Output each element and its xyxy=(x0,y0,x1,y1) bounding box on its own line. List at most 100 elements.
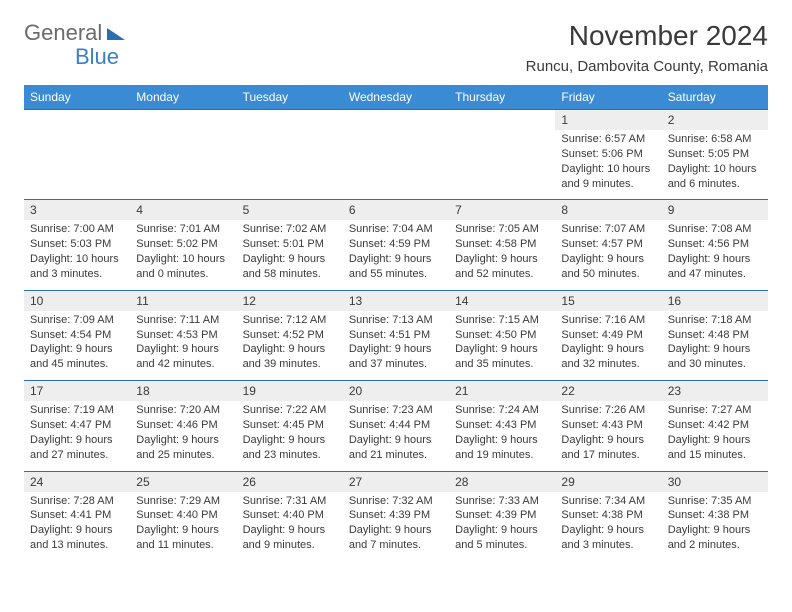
sunrise-text: Sunrise: 7:29 AM xyxy=(136,494,230,509)
day-number-cell: 4 xyxy=(130,200,236,221)
day-data-cell: Sunrise: 7:35 AMSunset: 4:38 PMDaylight:… xyxy=(662,492,768,561)
day-number-cell: 11 xyxy=(130,290,236,311)
sunrise-text: Sunrise: 6:58 AM xyxy=(668,132,762,147)
day-number-cell: 28 xyxy=(449,471,555,492)
sunrise-text: Sunrise: 7:05 AM xyxy=(455,222,549,237)
day-number-cell: 27 xyxy=(343,471,449,492)
day-data-cell: Sunrise: 7:20 AMSunset: 4:46 PMDaylight:… xyxy=(130,401,236,471)
daylight-text: Daylight: 9 hours and 55 minutes. xyxy=(349,252,443,282)
day-number-cell: 2 xyxy=(662,110,768,131)
day-number-cell: 6 xyxy=(343,200,449,221)
day-data-cell: Sunrise: 7:07 AMSunset: 4:57 PMDaylight:… xyxy=(555,220,661,290)
day-number-cell: 20 xyxy=(343,381,449,402)
day-data-cell: Sunrise: 7:09 AMSunset: 4:54 PMDaylight:… xyxy=(24,311,130,381)
sunset-text: Sunset: 4:43 PM xyxy=(455,418,549,433)
day-data-cell: Sunrise: 7:23 AMSunset: 4:44 PMDaylight:… xyxy=(343,401,449,471)
day-data-cell: Sunrise: 7:15 AMSunset: 4:50 PMDaylight:… xyxy=(449,311,555,381)
day-data-cell: Sunrise: 7:13 AMSunset: 4:51 PMDaylight:… xyxy=(343,311,449,381)
day-data-cell: Sunrise: 7:12 AMSunset: 4:52 PMDaylight:… xyxy=(237,311,343,381)
day-data-cell: Sunrise: 7:18 AMSunset: 4:48 PMDaylight:… xyxy=(662,311,768,381)
day-data-row: Sunrise: 7:09 AMSunset: 4:54 PMDaylight:… xyxy=(24,311,768,381)
sunset-text: Sunset: 4:45 PM xyxy=(243,418,337,433)
day-number-cell xyxy=(237,110,343,131)
sunset-text: Sunset: 4:48 PM xyxy=(668,328,762,343)
daylight-text: Daylight: 9 hours and 17 minutes. xyxy=(561,433,655,463)
sunset-text: Sunset: 4:49 PM xyxy=(561,328,655,343)
weekday-header: Friday xyxy=(555,85,661,110)
day-data-cell xyxy=(24,130,130,200)
daylight-text: Daylight: 10 hours and 6 minutes. xyxy=(668,162,762,192)
sunset-text: Sunset: 4:51 PM xyxy=(349,328,443,343)
sunset-text: Sunset: 5:06 PM xyxy=(561,147,655,162)
weekday-header: Thursday xyxy=(449,85,555,110)
daylight-text: Daylight: 10 hours and 0 minutes. xyxy=(136,252,230,282)
daylight-text: Daylight: 9 hours and 7 minutes. xyxy=(349,523,443,553)
sunrise-text: Sunrise: 7:01 AM xyxy=(136,222,230,237)
daylight-text: Daylight: 9 hours and 13 minutes. xyxy=(30,523,124,553)
daylight-text: Daylight: 9 hours and 37 minutes. xyxy=(349,342,443,372)
sunset-text: Sunset: 4:54 PM xyxy=(30,328,124,343)
daylight-text: Daylight: 9 hours and 45 minutes. xyxy=(30,342,124,372)
sunset-text: Sunset: 4:53 PM xyxy=(136,328,230,343)
sunset-text: Sunset: 4:58 PM xyxy=(455,237,549,252)
day-data-row: Sunrise: 7:19 AMSunset: 4:47 PMDaylight:… xyxy=(24,401,768,471)
weekday-header: Wednesday xyxy=(343,85,449,110)
day-data-cell: Sunrise: 6:57 AMSunset: 5:06 PMDaylight:… xyxy=(555,130,661,200)
day-number-cell: 5 xyxy=(237,200,343,221)
daylight-text: Daylight: 9 hours and 47 minutes. xyxy=(668,252,762,282)
day-number-cell: 23 xyxy=(662,381,768,402)
weekday-header: Monday xyxy=(130,85,236,110)
calendar-table: SundayMondayTuesdayWednesdayThursdayFrid… xyxy=(24,85,768,561)
daylight-text: Daylight: 10 hours and 9 minutes. xyxy=(561,162,655,192)
daylight-text: Daylight: 9 hours and 11 minutes. xyxy=(136,523,230,553)
sunset-text: Sunset: 4:44 PM xyxy=(349,418,443,433)
sunset-text: Sunset: 4:43 PM xyxy=(561,418,655,433)
sunrise-text: Sunrise: 7:09 AM xyxy=(30,313,124,328)
sunset-text: Sunset: 4:40 PM xyxy=(136,508,230,523)
sunrise-text: Sunrise: 7:08 AM xyxy=(668,222,762,237)
month-title: November 2024 xyxy=(526,20,768,52)
sunset-text: Sunset: 4:59 PM xyxy=(349,237,443,252)
daylight-text: Daylight: 9 hours and 25 minutes. xyxy=(136,433,230,463)
day-number-cell: 22 xyxy=(555,381,661,402)
sunrise-text: Sunrise: 7:27 AM xyxy=(668,403,762,418)
sunrise-text: Sunrise: 7:18 AM xyxy=(668,313,762,328)
sunset-text: Sunset: 5:03 PM xyxy=(30,237,124,252)
day-number-row: 10111213141516 xyxy=(24,290,768,311)
day-number-cell: 15 xyxy=(555,290,661,311)
day-data-cell: Sunrise: 6:58 AMSunset: 5:05 PMDaylight:… xyxy=(662,130,768,200)
day-number-cell: 9 xyxy=(662,200,768,221)
day-number-cell: 13 xyxy=(343,290,449,311)
sunset-text: Sunset: 5:05 PM xyxy=(668,147,762,162)
location-label: Runcu, Dambovita County, Romania xyxy=(526,58,768,75)
day-data-cell: Sunrise: 7:08 AMSunset: 4:56 PMDaylight:… xyxy=(662,220,768,290)
day-number-cell: 16 xyxy=(662,290,768,311)
sunset-text: Sunset: 4:39 PM xyxy=(349,508,443,523)
day-data-cell: Sunrise: 7:26 AMSunset: 4:43 PMDaylight:… xyxy=(555,401,661,471)
daylight-text: Daylight: 10 hours and 3 minutes. xyxy=(30,252,124,282)
day-data-cell: Sunrise: 7:29 AMSunset: 4:40 PMDaylight:… xyxy=(130,492,236,561)
sunset-text: Sunset: 5:01 PM xyxy=(243,237,337,252)
day-number-cell xyxy=(449,110,555,131)
sunrise-text: Sunrise: 7:02 AM xyxy=(243,222,337,237)
day-number-cell: 3 xyxy=(24,200,130,221)
day-data-row: Sunrise: 7:00 AMSunset: 5:03 PMDaylight:… xyxy=(24,220,768,290)
title-block: November 2024 Runcu, Dambovita County, R… xyxy=(526,20,768,75)
day-data-cell: Sunrise: 7:02 AMSunset: 5:01 PMDaylight:… xyxy=(237,220,343,290)
day-data-row: Sunrise: 6:57 AMSunset: 5:06 PMDaylight:… xyxy=(24,130,768,200)
day-number-cell: 10 xyxy=(24,290,130,311)
day-data-cell: Sunrise: 7:31 AMSunset: 4:40 PMDaylight:… xyxy=(237,492,343,561)
day-number-cell: 1 xyxy=(555,110,661,131)
sunrise-text: Sunrise: 7:00 AM xyxy=(30,222,124,237)
day-data-cell: Sunrise: 7:27 AMSunset: 4:42 PMDaylight:… xyxy=(662,401,768,471)
sunset-text: Sunset: 4:50 PM xyxy=(455,328,549,343)
day-number-cell: 8 xyxy=(555,200,661,221)
day-number-cell: 14 xyxy=(449,290,555,311)
day-number-cell xyxy=(130,110,236,131)
day-number-cell: 29 xyxy=(555,471,661,492)
weekday-header: Saturday xyxy=(662,85,768,110)
weekday-header: Tuesday xyxy=(237,85,343,110)
sunrise-text: Sunrise: 7:26 AM xyxy=(561,403,655,418)
header: General Blue November 2024 Runcu, Dambov… xyxy=(24,20,768,75)
day-data-cell: Sunrise: 7:22 AMSunset: 4:45 PMDaylight:… xyxy=(237,401,343,471)
